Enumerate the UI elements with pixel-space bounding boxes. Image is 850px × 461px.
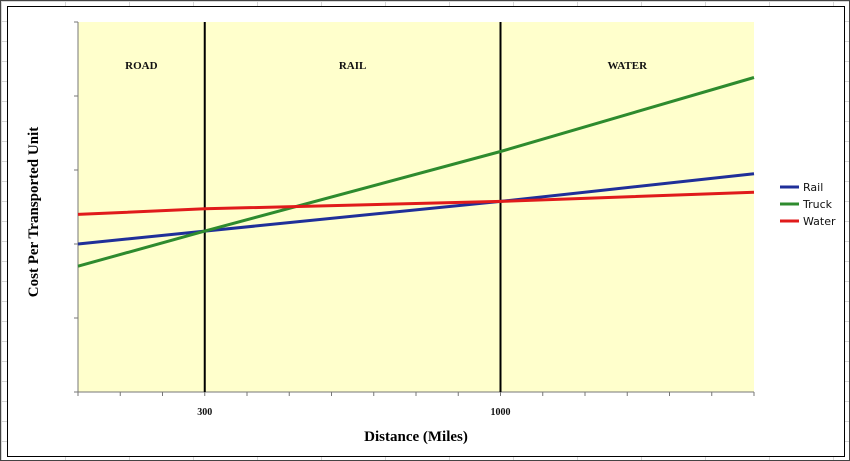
region-label-road: ROAD — [125, 60, 157, 72]
chart-container: ROAD RAIL WATER 300 1000 Distance (Miles) C… — [7, 6, 845, 457]
legend-label-rail: Rail — [803, 181, 823, 194]
x-tick-label: 300 — [197, 407, 212, 418]
series-line-rail — [77, 172, 755, 246]
region-label-water: WATER — [607, 60, 648, 72]
region-labels: ROAD RAIL WATER — [125, 60, 648, 72]
x-axis: 300 1000 — [197, 407, 510, 418]
legend-label-water: Water — [803, 215, 836, 228]
legend: Rail Truck Water — [780, 181, 836, 228]
legend-label-truck: Truck — [802, 198, 833, 211]
plot-area — [74, 21, 755, 396]
x-axis-title: Distance (Miles) — [364, 429, 468, 445]
region-label-rail: RAIL — [339, 60, 367, 72]
series-line-water — [77, 190, 755, 216]
y-axis-title: Cost Per Transported Unit — [26, 127, 42, 297]
plot-background — [78, 22, 754, 392]
x-tick-label: 1000 — [491, 407, 511, 418]
series-line-truck — [77, 76, 755, 268]
line-chart: ROAD RAIL WATER 300 1000 Distance (Miles) C… — [26, 21, 836, 445]
series-lines — [77, 76, 755, 268]
